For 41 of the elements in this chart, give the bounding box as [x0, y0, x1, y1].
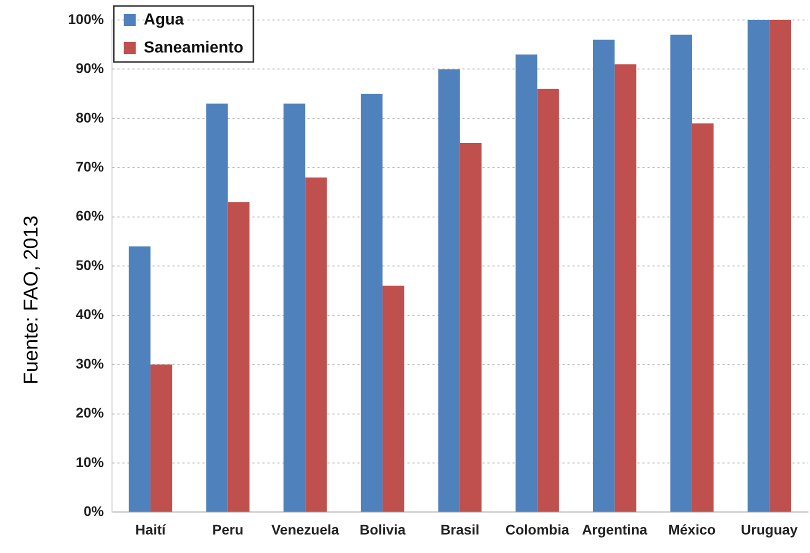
bar [692, 123, 714, 512]
y-tick-label: 40% [76, 306, 104, 322]
y-tick-label: 80% [76, 109, 104, 126]
y-tick-label: 90% [76, 60, 104, 76]
bar [769, 20, 791, 512]
bar [150, 364, 172, 512]
bar [382, 286, 404, 512]
bar [614, 64, 636, 512]
x-tick-label: Venezuela [271, 521, 340, 538]
x-tick-label: Peru [212, 521, 244, 538]
bar [438, 69, 460, 512]
x-tick-label: Haití [135, 521, 167, 538]
y-tick-label: 70% [76, 158, 104, 175]
bar [128, 246, 150, 512]
y-tick-label: 30% [76, 355, 104, 372]
bar [537, 88, 559, 512]
y-tick-label: 20% [76, 404, 104, 421]
bar [516, 54, 538, 512]
legend-label: Saneamiento [144, 39, 244, 56]
bar [460, 143, 482, 512]
bar [206, 104, 228, 512]
x-tick-label: Colombia [505, 521, 570, 538]
bar [670, 34, 692, 512]
bar [360, 94, 383, 512]
x-tick-label: Brasil [440, 521, 480, 538]
y-tick-label: 100% [68, 10, 104, 27]
x-tick-label: Uruguay [740, 521, 798, 538]
bar [284, 104, 306, 512]
source-note: Fuente: FAO, 2013 [20, 216, 43, 384]
bar [228, 202, 250, 512]
x-tick-label: México [668, 521, 716, 538]
x-tick-label: Argentina [582, 521, 648, 538]
bar [592, 40, 615, 512]
y-tick-label: 0% [84, 503, 104, 520]
y-tick-label: 60% [76, 208, 104, 224]
bar [748, 20, 770, 512]
y-tick-label: 50% [76, 256, 104, 273]
legend-label: Agua [144, 11, 184, 28]
y-tick-label: 10% [76, 454, 104, 470]
x-tick-label: Bolivia [360, 521, 406, 538]
bar [305, 178, 327, 512]
